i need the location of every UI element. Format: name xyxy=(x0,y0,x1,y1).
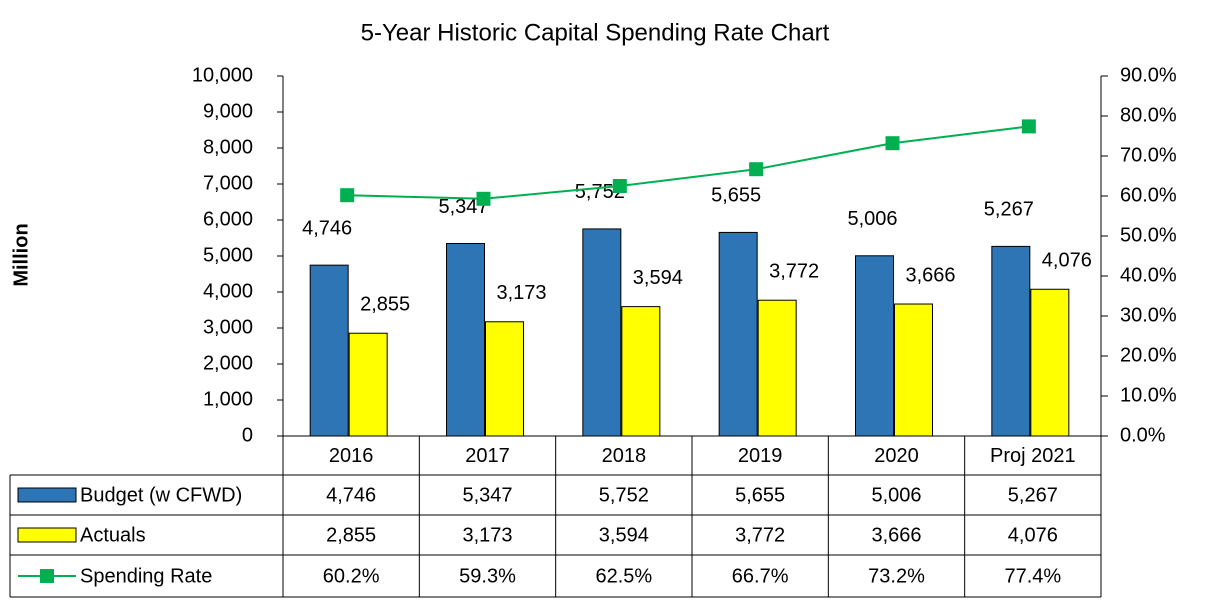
marker xyxy=(612,179,627,193)
table-cell: 77.4% xyxy=(1004,565,1061,587)
y-tick-label: 10,000 xyxy=(192,64,253,86)
data-label: 5,347 xyxy=(438,196,488,218)
bar xyxy=(894,303,933,437)
y-tick-label: 8,000 xyxy=(203,136,253,158)
data-label: 4,746 xyxy=(302,217,352,239)
y2-tick-label: 10.0% xyxy=(1120,384,1177,406)
table-cell: 5,267 xyxy=(1008,484,1058,506)
y-tick-label: 6,000 xyxy=(203,208,253,230)
table-cell: 73.2% xyxy=(868,565,925,587)
legend-label: Budget (w CFWD) xyxy=(80,484,242,506)
table-cell: 59.3% xyxy=(459,565,516,587)
y2-tick-label: 50.0% xyxy=(1120,224,1177,246)
bar xyxy=(991,245,1031,437)
data-label: 3,173 xyxy=(496,282,546,304)
table-cell: 66.7% xyxy=(732,565,789,587)
bar xyxy=(348,332,388,437)
data-label: 5,006 xyxy=(847,208,897,230)
x-tick-label: 2020 xyxy=(874,445,919,467)
table-cell: 60.2% xyxy=(323,565,380,587)
table-cell: 4,746 xyxy=(326,484,376,506)
bar xyxy=(446,243,485,437)
y-tick-label: 7,000 xyxy=(203,172,253,194)
y2-tick-label: 20.0% xyxy=(1120,344,1177,366)
table-cell: 5,752 xyxy=(599,484,649,506)
bar xyxy=(582,228,622,437)
table-cell: 5,655 xyxy=(735,484,785,506)
table-cell: 3,666 xyxy=(871,524,921,546)
x-tick-label: Proj 2021 xyxy=(990,445,1076,467)
data-label: 3,666 xyxy=(905,264,955,286)
bar xyxy=(718,231,758,437)
y2-tick-label: 0.0% xyxy=(1120,424,1166,446)
data-label: 5,267 xyxy=(984,199,1034,221)
y-tick-label: 3,000 xyxy=(203,316,253,338)
x-tick-label: 2017 xyxy=(465,445,510,467)
y-tick-label: 9,000 xyxy=(203,100,253,122)
y-tick-label: 1,000 xyxy=(203,388,253,410)
marker xyxy=(476,191,491,206)
y2-tick-label: 30.0% xyxy=(1120,304,1177,326)
table-cell: 2,855 xyxy=(326,524,376,546)
y2-tick-label: 60.0% xyxy=(1120,184,1177,206)
marker xyxy=(885,136,900,151)
table-cell: 4,076 xyxy=(1008,524,1058,546)
y2-tick-label: 90.0% xyxy=(1120,64,1177,86)
legend-marker xyxy=(40,569,54,583)
bar xyxy=(1030,288,1070,437)
chart-title: 5-Year Historic Capital Spending Rate Ch… xyxy=(361,19,830,46)
data-label: 4,076 xyxy=(1042,250,1092,272)
x-tick-label: 2016 xyxy=(329,445,374,467)
marker xyxy=(1021,119,1036,134)
bar xyxy=(757,299,797,437)
bar xyxy=(485,321,524,437)
table-cell: 3,594 xyxy=(599,524,649,546)
y-tick-label: 5,000 xyxy=(203,244,253,266)
bar xyxy=(309,264,349,437)
marker xyxy=(340,188,355,203)
y2-tick-label: 70.0% xyxy=(1120,144,1177,166)
table-cell: 3,173 xyxy=(462,524,512,546)
data-label: 3,594 xyxy=(633,267,683,289)
legend-swatch xyxy=(17,527,77,543)
data-label: 5,655 xyxy=(711,185,761,207)
table-cell: 5,006 xyxy=(871,484,921,506)
y-tick-label: 4,000 xyxy=(203,280,253,302)
line xyxy=(347,125,1029,200)
table-cell: 3,772 xyxy=(735,524,785,546)
y-tick-label: 2,000 xyxy=(203,352,253,374)
data-label: 2,855 xyxy=(360,294,410,316)
marker xyxy=(749,162,764,177)
bar xyxy=(621,306,661,437)
y2-tick-label: 80.0% xyxy=(1120,104,1177,126)
y-axis-label: Million xyxy=(10,223,32,286)
data-label: 3,772 xyxy=(769,260,819,282)
bar xyxy=(855,255,894,437)
legend-label: Spending Rate xyxy=(80,565,212,587)
legend-label: Actuals xyxy=(80,524,146,546)
y2-tick-label: 40.0% xyxy=(1120,264,1177,286)
table-cell: 62.5% xyxy=(595,565,652,587)
x-tick-label: 2018 xyxy=(602,445,647,467)
y-tick-label: 0 xyxy=(242,424,253,446)
legend-swatch xyxy=(17,487,77,503)
x-tick-label: 2019 xyxy=(738,445,783,467)
table-cell: 5,347 xyxy=(462,484,512,506)
